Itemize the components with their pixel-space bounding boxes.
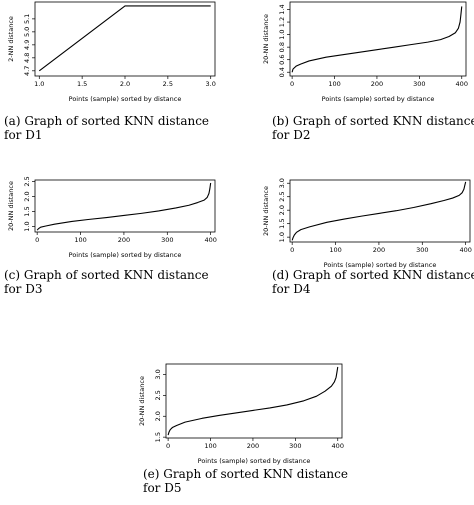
- x-axis-label: Points (sample) sorted by distance: [198, 457, 311, 465]
- y-tick-label: 2.0: [154, 411, 162, 421]
- x-tick-label: 300: [289, 442, 301, 450]
- y-tick-label: 1.5: [278, 218, 286, 228]
- chart-panel-a: 1.0 1.5 2.0 2.5 3.0 4.7 4.8 4.9 5.0 5.1 Points (sa…: [7, 1, 216, 103]
- y-tick-label: 1.4: [278, 4, 286, 14]
- y-tick-label: 2.5: [154, 390, 162, 400]
- y-axis-label: 20-NN distance: [262, 186, 270, 236]
- y-tick-label: 1.5: [154, 432, 162, 442]
- y-tick-label: 3.0: [154, 369, 162, 379]
- caption-panel-e: (e) Graph of sorted KNN distance for D5: [143, 467, 353, 495]
- x-tick-label: 200: [373, 246, 385, 254]
- caption-line-2: for D4: [272, 282, 311, 296]
- x-tick-label: 200: [371, 80, 383, 88]
- x-tick-label: 400: [204, 236, 216, 244]
- x-tick-label: 2.5: [163, 80, 173, 88]
- chart-panel-b: 0 100 200 300 400 0.4 0.6 0.8 1.0 1.2 1.4 Points (s…: [262, 1, 468, 103]
- x-tick-label: 100: [74, 236, 86, 244]
- x-tick-label: 0: [290, 246, 294, 254]
- y-tick-label: 1.5: [23, 206, 31, 216]
- y-tick-label: 0.8: [278, 42, 286, 52]
- x-tick-label: 100: [328, 80, 340, 88]
- caption-line-2: for D3: [4, 282, 43, 296]
- plot-frame: [34, 1, 216, 77]
- chart-panel-d: 0 100 200 300 400 1.0 1.5 2.0 2.5 3.0 Points (samp…: [262, 178, 472, 269]
- caption-line-1: (b) Graph of sorted KNN distance: [272, 114, 474, 128]
- y-tick-label: 5.1: [23, 14, 31, 24]
- x-axis-label: Points (sample) sorted by distance: [69, 95, 182, 103]
- series-line: [38, 5, 211, 72]
- caption-line-1: (e) Graph of sorted KNN distance: [143, 467, 348, 481]
- caption-line-1: (a) Graph of sorted KNN distance: [4, 114, 210, 128]
- y-tick-label: 2.5: [278, 192, 286, 202]
- caption-line-2: for D2: [272, 128, 311, 142]
- plot-frame: [165, 363, 343, 439]
- x-tick-label: 300: [413, 80, 425, 88]
- series-line: [291, 181, 467, 241]
- plot-frame: [289, 179, 471, 243]
- y-tick-label: 0.6: [278, 55, 286, 65]
- x-tick-label: 100: [204, 442, 216, 450]
- series-line: [36, 182, 212, 231]
- series-line: [291, 6, 463, 73]
- x-tick-label: 1.0: [34, 80, 44, 88]
- y-axis-label: 20-NN distance: [138, 376, 146, 426]
- y-tick-label: 3.0: [278, 178, 286, 188]
- x-tick-label: 400: [456, 80, 468, 88]
- caption-line-2: for D5: [143, 481, 182, 495]
- x-tick-label: 400: [459, 246, 471, 254]
- y-tick-label: 1.0: [278, 232, 286, 242]
- caption-panel-a: (a) Graph of sorted KNN distance for D1: [4, 114, 214, 142]
- x-tick-label: 1.5: [77, 80, 87, 88]
- plot-frame: [289, 1, 467, 77]
- y-axis-label: 20-NN distance: [262, 14, 270, 64]
- plot-frame: [34, 179, 216, 233]
- y-tick-label: 4.8: [23, 53, 31, 63]
- x-axis-label: Points (sample) sorted by distance: [322, 95, 435, 103]
- caption-panel-d: (d) Graph of sorted KNN distance for D4: [272, 268, 474, 296]
- caption-line-1: (d) Graph of sorted KNN distance: [272, 268, 474, 282]
- y-tick-label: 4.7: [23, 66, 31, 76]
- chart-panel-e: 0 100 200 300 400 1.5 2.0 2.5 3.0 Points (sample)…: [138, 363, 344, 465]
- x-tick-label: 0: [166, 442, 170, 450]
- y-tick-label: 1.2: [278, 17, 286, 27]
- y-tick-label: 4.9: [23, 40, 31, 50]
- x-tick-label: 300: [416, 246, 428, 254]
- x-tick-label: 200: [118, 236, 130, 244]
- x-tick-label: 0: [35, 236, 39, 244]
- x-axis-label: Points (sample) sorted by distance: [324, 261, 437, 269]
- x-tick-label: 3.0: [206, 80, 216, 88]
- x-tick-label: 200: [247, 442, 259, 450]
- chart-panel-c: 0 100 200 300 400 1.0 1.5 2.0 2.5 Points (sample)…: [7, 176, 217, 259]
- y-tick-label: 5.0: [23, 27, 31, 37]
- caption-panel-c: (c) Graph of sorted KNN distance for D3: [4, 268, 214, 296]
- y-tick-label: 2.0: [23, 191, 31, 201]
- y-axis-label: 2-NN distance: [7, 16, 15, 62]
- y-tick-label: 1.0: [23, 221, 31, 231]
- x-tick-label: 100: [329, 246, 341, 254]
- caption-line-2: for D1: [4, 128, 43, 142]
- y-axis-label: 20-NN distance: [7, 181, 15, 231]
- y-tick-label: 0.4: [278, 67, 286, 77]
- y-tick-label: 2.5: [23, 176, 31, 186]
- series-line: [167, 366, 339, 436]
- x-axis-label: Points (sample) sorted by distance: [69, 251, 182, 259]
- caption-line-1: (c) Graph of sorted KNN distance: [4, 268, 209, 282]
- x-tick-label: 2.0: [120, 80, 130, 88]
- x-tick-label: 0: [290, 80, 294, 88]
- x-tick-label: 300: [161, 236, 173, 244]
- x-tick-label: 400: [332, 442, 344, 450]
- y-tick-label: 2.0: [278, 205, 286, 215]
- y-tick-label: 1.0: [278, 29, 286, 39]
- caption-panel-b: (b) Graph of sorted KNN distance for D2: [272, 114, 474, 142]
